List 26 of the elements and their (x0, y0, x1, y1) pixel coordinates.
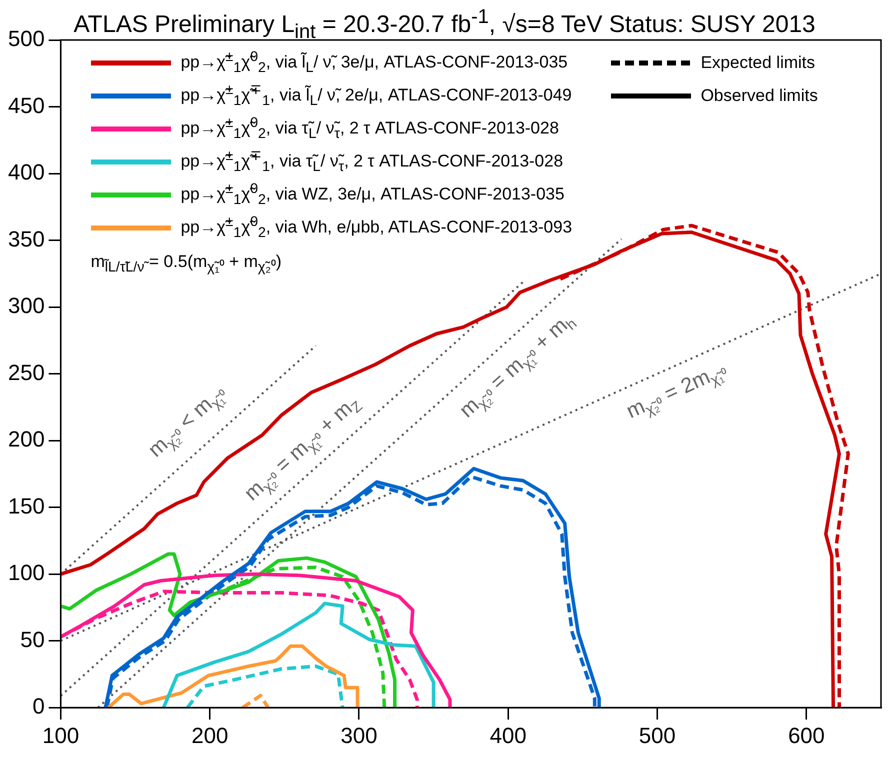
chart-title: ATLAS Preliminary L$_{int}$ = 20.3-20.7 fb$^{-1}$, √s=8 TeV Status: SUSY 2013 (74, 6, 816, 43)
y-tick-label: 350 (8, 226, 45, 252)
legend-label: Observed limits (700, 86, 818, 106)
y-tick-label: 400 (8, 160, 45, 185)
x-tick-label: 600 (788, 722, 825, 748)
x-tick-label: 400 (490, 722, 526, 748)
x-tick-label: 200 (191, 722, 228, 748)
y-tick-label: 250 (8, 360, 45, 385)
y-tick-label: 500 (8, 26, 45, 52)
legend-label: Expected limits (700, 52, 816, 72)
annotation: m$_{l̃L/τ̃L/ν̃}$ = 0.5(m$_{χ̃₁⁰}$ + m$_{χ̃₂⁰}$) (90, 252, 282, 276)
y-tick-label: 150 (8, 493, 45, 518)
line-series (186, 664, 344, 708)
y-tick-label: 200 (8, 426, 45, 452)
annotation: mχ̃₂⁰ = mχ̃₁⁰ + mZ (240, 396, 366, 506)
y-tick-label: 450 (8, 92, 45, 118)
y-tick-label: 300 (8, 293, 45, 318)
x-tick-label: 300 (340, 722, 378, 748)
y-tick-label: 50 (20, 626, 45, 652)
x-tick-label: 500 (638, 722, 676, 748)
y-tick-label: 0 (32, 694, 45, 719)
annotation: mχ̃₂⁰ = 2mχ̃₁⁰ (623, 365, 732, 424)
x-tick-label: 100 (42, 722, 80, 748)
annotation: mχ̃₂⁰ < mχ̃₁⁰ (144, 388, 232, 462)
annotation: mχ̃₂⁰ = mχ̃₁⁰ + mh (455, 314, 580, 422)
y-tick-label: 100 (8, 560, 45, 586)
